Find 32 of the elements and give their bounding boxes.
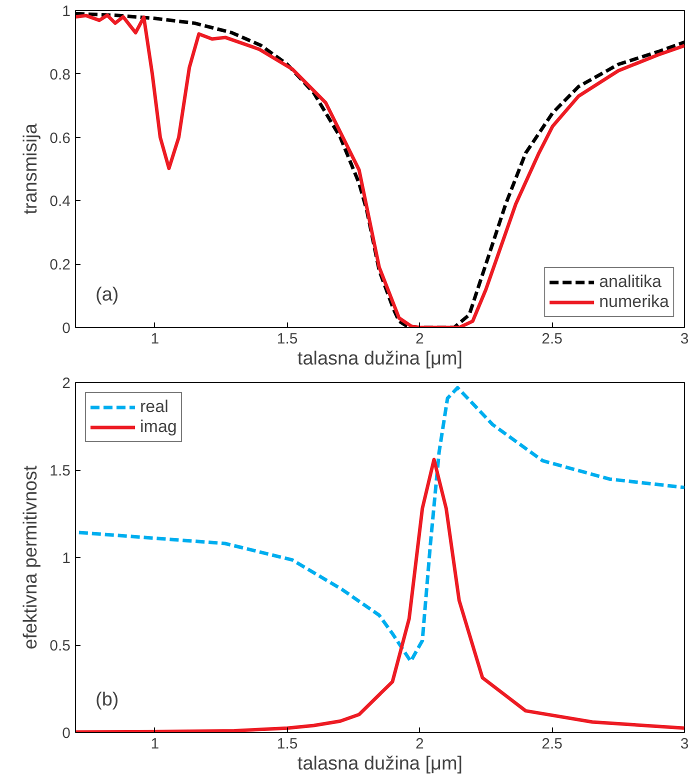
y-tick-label: 0.6 [50,130,71,147]
y-tick-label: 1 [62,550,70,567]
y-tick-label: 1 [62,3,70,20]
x-tick-label: 1.5 [276,736,298,752]
y-tick-label: 1.5 [50,462,71,480]
x-tick-label: 3 [680,330,689,348]
annotation: (a) [96,284,119,306]
x-tick-label: 1 [150,330,160,348]
x-tick-label: 1.5 [276,330,298,348]
x-tick-label: 1 [150,736,160,752]
x-tick-label: 2.5 [542,330,563,348]
x-tick-label: 2.5 [542,736,563,752]
line-series [77,386,684,664]
y-tick-label: 0.5 [50,638,71,654]
y-tick-label: 0.8 [50,66,71,84]
x-tick-label: 3 [680,736,689,752]
y-axis-title: transmisija [20,123,42,214]
annotation: (b) [96,690,119,710]
y-tick-label: 0.4 [50,193,71,210]
y-tick-label: 0 [62,725,70,742]
x-axis-title: talasna dužina [μm] [297,348,463,370]
x-tick-label: 2 [416,736,424,752]
x-tick-label: 2 [416,330,424,348]
x-axis-title: talasna dužina [μm] [297,754,463,774]
y-axis-title: efektivna permitivnost [20,464,42,650]
legend-label: analitika [599,272,662,292]
y-tick-label: 2 [62,375,70,392]
y-tick-label: 0.2 [50,256,71,274]
legend-label: real [140,397,168,417]
y-tick-label: 0 [62,320,70,337]
legend-label: numerika [599,292,669,312]
legend-label: imag [140,417,177,437]
